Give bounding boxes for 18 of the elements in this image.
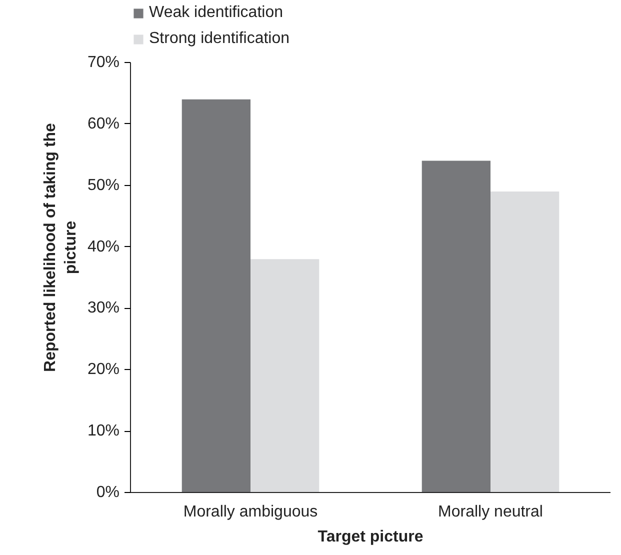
y-tick-label: 10%	[87, 422, 120, 440]
legend-label: Weak identification	[149, 4, 283, 22]
y-tick-label: 70%	[87, 54, 120, 71]
x-tick-label: Morally neutral	[438, 504, 543, 520]
y-tick-label: 60%	[87, 115, 120, 132]
y-tick-label: 20%	[87, 361, 120, 378]
x-axis-title: Target picture	[318, 528, 424, 546]
bar	[490, 192, 560, 492]
bar	[250, 259, 320, 492]
y-tick-label: 0%	[96, 484, 120, 501]
y-axis-title: Reported likelihood of taking the picture	[42, 122, 80, 372]
x-tick-label: Morally ambiguous	[183, 504, 318, 520]
y-tick-label: 50%	[87, 176, 120, 194]
y-tick-label: 40%	[87, 238, 120, 256]
legend-label: Strong identification	[149, 30, 290, 48]
y-tick-label: 30%	[87, 300, 120, 317]
bar	[422, 160, 490, 492]
bar	[182, 99, 250, 492]
